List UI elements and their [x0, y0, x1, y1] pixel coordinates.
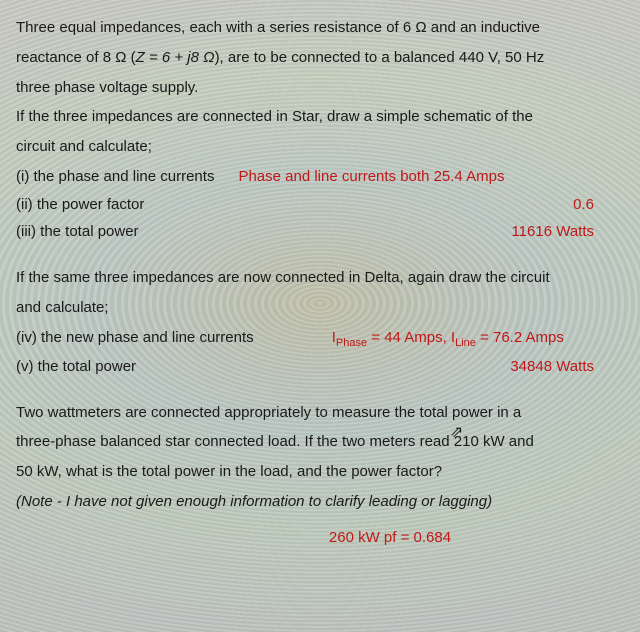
question-ii-label: (ii) the power factor [16, 191, 144, 219]
iv-iphase-val: = 44 Amps, [367, 329, 451, 346]
wattmeter-line-1: Two wattmeters are connected appropriate… [16, 399, 624, 427]
iv-iline-sub: Line [455, 337, 476, 349]
question-iii-label: (iii) the total power [16, 218, 139, 246]
question-v-label: (v) the total power [16, 353, 136, 381]
wattmeter-line-2: three-phase balanced star connected load… [16, 428, 624, 456]
intro-line-1: Three equal impedances, each with a seri… [16, 14, 624, 42]
delta-instr-1: If the same three impedances are now con… [16, 264, 624, 292]
answer-ii: 0.6 [144, 191, 624, 219]
intro-line-2: reactance of 8 Ω (Z = 6 + j8 Ω), are to … [16, 44, 624, 72]
answer-i: Phase and line currents both 25.4 Amps [238, 163, 504, 191]
star-instr-1: If the three impedances are connected in… [16, 103, 624, 131]
question-v-row: (v) the total power 34848 Watts [16, 353, 624, 381]
question-ii-row: (ii) the power factor 0.6 [16, 191, 624, 219]
star-instr-2: circuit and calculate; [16, 133, 624, 161]
answer-v: 34848 Watts [136, 353, 624, 381]
intro-line-3: three phase voltage supply. [16, 74, 624, 102]
iv-iphase-sub: Phase [336, 337, 367, 349]
question-iv-row: (iv) the new phase and line currents IPh… [16, 324, 624, 353]
wattmeter-answer: 260 kW pf = 0.684 [16, 524, 624, 552]
wattmeter-note: (Note - I have not given enough informat… [16, 488, 624, 516]
delta-instr-2: and calculate; [16, 294, 624, 322]
iv-iline-val: = 76.2 Amps [476, 329, 564, 346]
question-iii-row: (iii) the total power 11616 Watts [16, 218, 624, 246]
wattmeter-line-3: 50 kW, what is the total power in the lo… [16, 458, 624, 486]
question-i-row: (i) the phase and line currents Phase an… [16, 163, 624, 191]
question-iv-label: (iv) the new phase and line currents [16, 324, 254, 352]
intro-2-after: ), are to be connected to a balanced 440… [215, 49, 545, 66]
answer-iii: 11616 Watts [139, 218, 624, 246]
impedance-formula: Z = 6 + j8 Ω [136, 49, 215, 66]
answer-iv: IPhase = 44 Amps, ILine = 76.2 Amps [332, 324, 564, 353]
question-i-label: (i) the phase and line currents [16, 163, 214, 191]
intro-2-before: reactance of 8 Ω ( [16, 49, 136, 66]
